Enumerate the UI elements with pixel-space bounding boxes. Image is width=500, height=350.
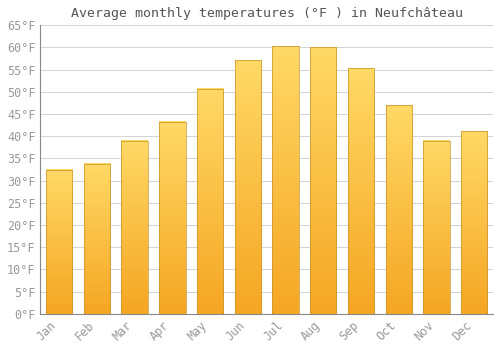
Bar <box>122 141 148 314</box>
Bar <box>348 68 374 314</box>
Bar <box>159 122 186 314</box>
Title: Average monthly temperatures (°F ) in Neufchâteau: Average monthly temperatures (°F ) in Ne… <box>70 7 462 20</box>
Bar <box>84 164 110 314</box>
Bar <box>46 170 72 314</box>
Bar <box>386 105 412 314</box>
Bar <box>424 141 450 314</box>
Bar <box>234 60 261 314</box>
Bar <box>461 131 487 314</box>
Bar <box>272 46 299 314</box>
Bar <box>197 89 224 314</box>
Bar <box>310 47 336 314</box>
